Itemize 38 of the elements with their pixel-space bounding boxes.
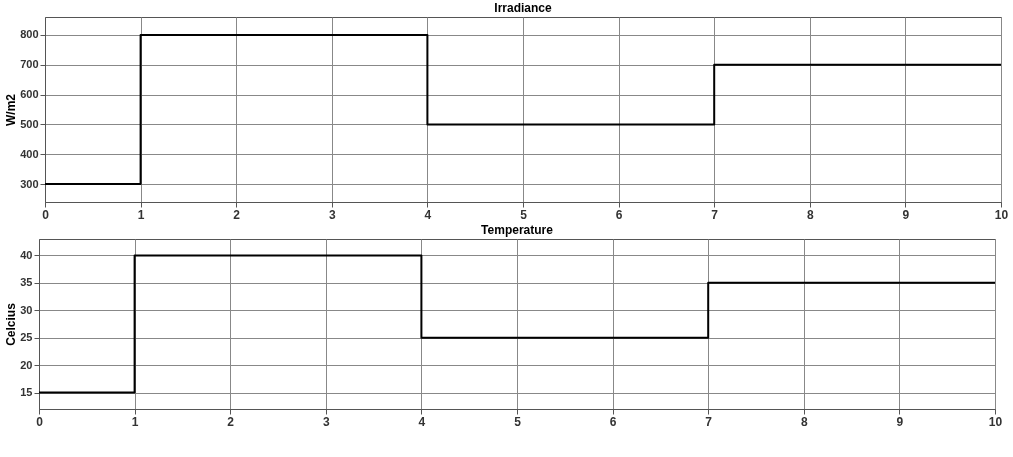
x-tick-label: 5 <box>520 207 528 222</box>
x-tick-label: 10 <box>994 207 1009 222</box>
x-tick-label: 10 <box>988 414 1003 429</box>
x-tick-label: 8 <box>800 414 808 429</box>
x-tick-label: 0 <box>36 414 44 429</box>
x-tick-label: 6 <box>609 414 617 429</box>
x-tick-label: 4 <box>418 414 426 429</box>
x-tick-label: 9 <box>902 207 910 222</box>
y-tick-label: 700 <box>20 58 39 71</box>
y-tick-label: 35 <box>20 276 33 289</box>
y-axis-title: Celcius <box>4 302 19 346</box>
y-tick-label: 300 <box>20 177 39 190</box>
y-tick-label: 500 <box>20 117 39 130</box>
x-tick-label: 1 <box>131 414 139 429</box>
y-tick-label: 400 <box>20 147 39 160</box>
x-tick-label: 8 <box>806 207 814 222</box>
y-tick-label: 20 <box>20 358 33 371</box>
x-tick-label: 3 <box>328 207 336 222</box>
chart-title: Irradiance <box>494 1 552 15</box>
y-tick-label: 30 <box>20 303 33 316</box>
x-tick-label: 7 <box>705 414 713 429</box>
x-tick-label: 6 <box>615 207 623 222</box>
chart-title: Temperature <box>481 223 554 237</box>
x-tick-label: 2 <box>227 414 235 429</box>
y-tick-label: 600 <box>20 88 39 101</box>
y-tick-label: 40 <box>20 248 33 261</box>
x-tick-label: 0 <box>42 207 50 222</box>
x-tick-label: 4 <box>424 207 432 222</box>
x-tick-label: 5 <box>514 414 522 429</box>
x-tick-label: 2 <box>233 207 241 222</box>
x-tick-label: 1 <box>137 207 145 222</box>
x-tick-label: 9 <box>896 414 904 429</box>
y-tick-label: 800 <box>20 28 39 41</box>
y-tick-label: 15 <box>20 386 33 399</box>
y-tick-label: 25 <box>20 331 33 344</box>
x-tick-label: 3 <box>322 414 330 429</box>
y-axis-title: W/m2 <box>4 93 19 127</box>
x-tick-label: 7 <box>711 207 719 222</box>
